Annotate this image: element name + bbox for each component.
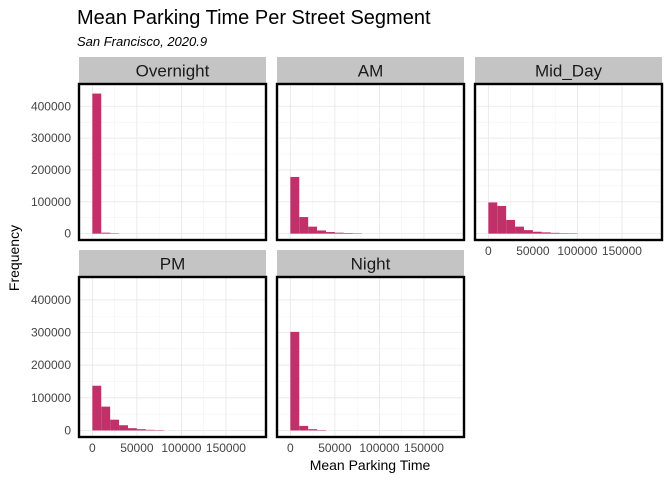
histogram-bar — [145, 429, 155, 431]
y-tick-label: 300000 — [31, 326, 71, 340]
chart-subtitle: San Francisco, 2020.9 — [77, 34, 207, 49]
facet-strip — [79, 250, 266, 277]
panel-night: Night 0 50000 100000 150000 — [275, 250, 466, 455]
histogram-bar — [532, 231, 542, 234]
histogram-bar — [101, 406, 111, 431]
x-axis-title: Mean Parking Time — [310, 457, 431, 473]
x-tick-label: 150000 — [404, 441, 444, 455]
histogram-bar — [523, 230, 533, 234]
facet-strip — [277, 250, 464, 277]
histogram-bar — [488, 202, 498, 234]
histogram-bar — [101, 232, 111, 234]
x-tick-label: 100000 — [161, 441, 201, 455]
histogram-bar — [92, 93, 102, 234]
histogram-bar — [506, 219, 516, 234]
histogram-bar — [308, 429, 318, 431]
panel-border — [275, 82, 466, 242]
facet-strip — [79, 57, 266, 84]
x-tick-label: 50000 — [120, 441, 154, 455]
panels-layer: Overnight 0 100000 200000 300000 400000 AM Mid_… — [31, 57, 664, 455]
chart-title: Mean Parking Time Per Street Segment — [77, 7, 431, 29]
histogram-bar — [92, 385, 102, 431]
x-tick-label: 100000 — [557, 244, 597, 258]
panel-pm: PM 0 100000 200000 300000 400000 0 50000 100000 1… — [31, 250, 268, 455]
histogram-bar — [290, 176, 300, 234]
y-axis-title: Frequency — [6, 225, 22, 291]
y-tick-label: 400000 — [31, 99, 71, 113]
histogram-bar — [308, 226, 318, 234]
x-tick-label: 0 — [89, 441, 96, 455]
facet-strip-label: Overnight — [136, 62, 210, 81]
y-tick-label: 0 — [64, 227, 71, 241]
x-tick-label: 50000 — [516, 244, 550, 258]
facet-strip-label: Night — [351, 255, 391, 274]
histogram-bar — [343, 232, 353, 234]
facet-strip-label: PM — [160, 255, 186, 274]
x-tick-label: 150000 — [206, 441, 246, 455]
y-tick-label: 400000 — [31, 293, 71, 307]
panel-border — [275, 275, 466, 439]
histogram-bar — [299, 425, 309, 431]
histogram-bar — [515, 226, 524, 234]
panel-mid-day: Mid_Day 0 50000 100000 150000 — [473, 57, 664, 258]
x-tick-label: 100000 — [359, 441, 399, 455]
y-tick-label: 300000 — [31, 131, 71, 145]
facet-strip — [475, 57, 662, 84]
histogram-bar — [497, 205, 507, 234]
facet-strip-label: AM — [358, 62, 384, 81]
histogram-bar — [541, 232, 551, 234]
panel-border — [473, 82, 664, 242]
x-tick-label: 150000 — [602, 244, 642, 258]
histogram-bar — [550, 232, 560, 234]
histogram-bar — [110, 419, 120, 431]
y-tick-label: 0 — [64, 423, 71, 437]
facet-strip — [277, 57, 464, 84]
histogram-bar — [334, 232, 344, 234]
histogram-bar — [136, 429, 146, 431]
facet-strip-label: Mid_Day — [535, 62, 603, 81]
panel-border — [77, 82, 268, 242]
histogram-bar — [127, 428, 137, 431]
panel-am: AM — [275, 57, 466, 242]
histogram-bar — [325, 232, 335, 234]
panel-overnight: Overnight 0 100000 200000 300000 400000 — [31, 57, 268, 242]
y-tick-label: 200000 — [31, 163, 71, 177]
histogram-bar — [317, 230, 326, 234]
y-tick-label: 100000 — [31, 391, 71, 405]
histogram-bar — [290, 331, 300, 431]
x-tick-label: 0 — [485, 244, 492, 258]
x-tick-label: 0 — [287, 441, 294, 455]
histogram-bar — [299, 217, 309, 234]
histogram-bar — [119, 425, 128, 431]
x-tick-label: 50000 — [318, 441, 352, 455]
y-tick-label: 200000 — [31, 358, 71, 372]
panel-border — [77, 275, 268, 439]
y-tick-label: 100000 — [31, 195, 71, 209]
